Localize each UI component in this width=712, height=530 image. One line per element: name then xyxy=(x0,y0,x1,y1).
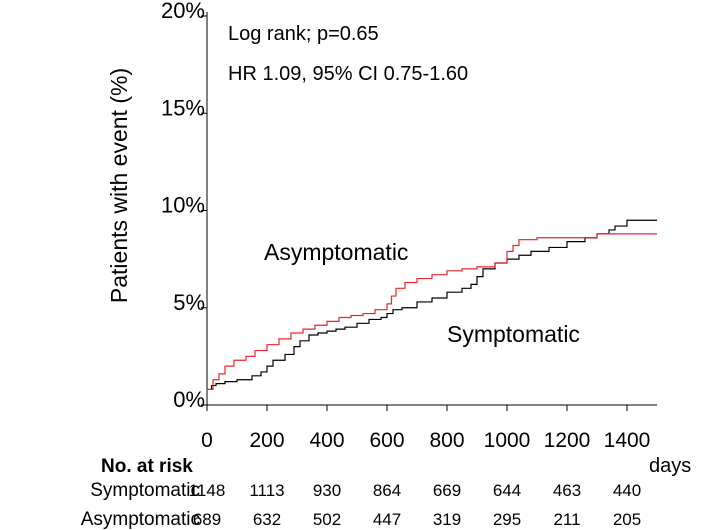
y-tick-label: 0% xyxy=(173,387,205,412)
x-tick-label: 200 xyxy=(249,429,284,452)
y-tick-label: 10% xyxy=(161,193,205,218)
y-tick-label: 5% xyxy=(173,290,205,315)
series-line-asymptomatic xyxy=(207,233,657,391)
risk-cell: 930 xyxy=(313,481,341,500)
risk-table-title: No. at risk xyxy=(101,456,193,477)
x-tick-label: 1400 xyxy=(604,429,651,452)
risk-cell: 1148 xyxy=(189,481,226,500)
x-tick-label: 800 xyxy=(429,429,464,452)
risk-cell: 1113 xyxy=(249,481,284,500)
annotation-log-rank: Log rank; p=0.65 xyxy=(228,23,379,45)
risk-cell: 205 xyxy=(613,510,641,529)
risk-cell: 632 xyxy=(253,510,281,529)
risk-row-label: Asymptomatic xyxy=(81,509,200,530)
x-tick-label: 1200 xyxy=(544,429,591,452)
line-label-asymptomatic: Asymptomatic xyxy=(264,239,408,265)
y-tick-label: 20% xyxy=(161,0,205,23)
x-tick-label: 400 xyxy=(309,429,344,452)
y-axis-label: Patients with event (%) xyxy=(106,68,132,303)
series-line-symptomatic xyxy=(207,219,657,391)
risk-cell: 463 xyxy=(553,481,581,500)
x-axis-label: days xyxy=(649,455,691,477)
risk-row-label: Symptomatic xyxy=(90,480,200,501)
x-tick-label: 0 xyxy=(201,429,213,452)
risk-cell: 447 xyxy=(373,510,401,529)
risk-cell: 864 xyxy=(373,481,401,500)
risk-cell: 502 xyxy=(313,510,341,529)
annotation-layer: Asymptomatic Symptomatic Log rank; p=0.65 H… xyxy=(228,23,580,347)
line-label-symptomatic: Symptomatic xyxy=(447,321,580,347)
risk-cell: 319 xyxy=(433,510,461,529)
risk-cell: 669 xyxy=(433,481,461,500)
series-layer xyxy=(207,219,657,391)
risk-cell: 689 xyxy=(193,510,221,529)
y-tick-label: 15% xyxy=(161,95,205,120)
risk-cell: 644 xyxy=(493,481,521,500)
risk-cell: 295 xyxy=(493,510,521,529)
risk-cell: 440 xyxy=(613,481,641,500)
x-tick-label: 600 xyxy=(369,429,404,452)
risk-cell: 211 xyxy=(553,510,580,529)
annotation-hazard-ratio: HR 1.09, 95% CI 0.75-1.60 xyxy=(228,63,468,85)
x-tick-label: 1000 xyxy=(484,429,531,452)
plot-area: 0% 5% 10% 15% 20% 0 200 400 600 800 1000 1200 1400 Pa… xyxy=(106,0,691,477)
